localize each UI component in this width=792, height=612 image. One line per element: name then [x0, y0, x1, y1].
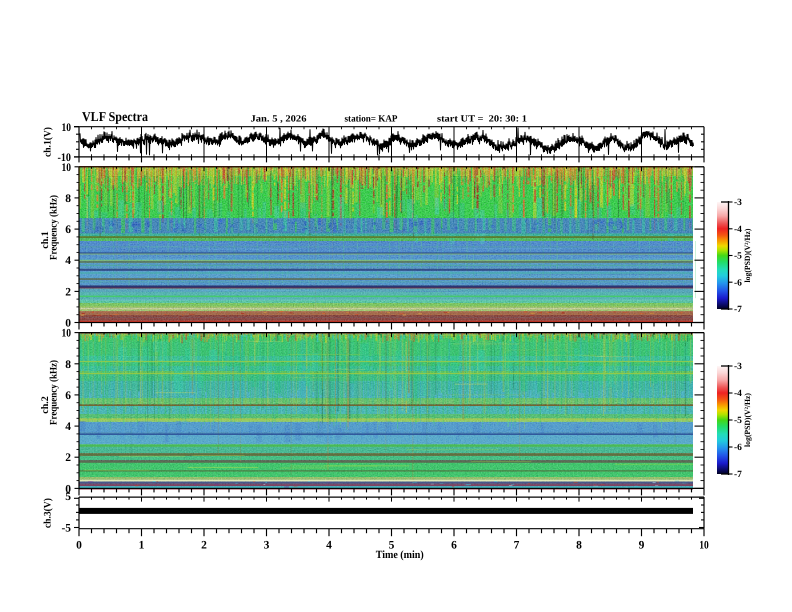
- svg-text:Time (min): Time (min): [376, 549, 424, 561]
- svg-text:-5: -5: [734, 252, 742, 262]
- svg-text:ch.3(V): ch.3(V): [42, 498, 53, 528]
- svg-text:4: 4: [65, 421, 71, 433]
- svg-text:2: 2: [65, 452, 71, 464]
- svg-text:6: 6: [65, 224, 71, 236]
- svg-text:8: 8: [65, 193, 71, 205]
- svg-text:log(PSD)(V²/Hz): log(PSD)(V²/Hz): [743, 393, 752, 447]
- svg-text:-3: -3: [734, 198, 742, 208]
- svg-text:3: 3: [264, 540, 270, 552]
- svg-text:1: 1: [139, 540, 145, 552]
- svg-text:-5: -5: [734, 416, 742, 426]
- svg-text:10: 10: [62, 122, 72, 134]
- svg-text:-5: -5: [62, 523, 72, 535]
- svg-text:4: 4: [65, 255, 71, 267]
- svg-text:10: 10: [62, 328, 72, 340]
- svg-text:Jan. 5 , 2026: Jan. 5 , 2026: [251, 114, 307, 124]
- svg-text:8: 8: [576, 540, 582, 552]
- svg-text:Frequency (kHz): Frequency (kHz): [49, 195, 60, 260]
- svg-text:9: 9: [639, 540, 645, 552]
- svg-text:8: 8: [65, 359, 71, 371]
- svg-text:6: 6: [65, 390, 71, 402]
- svg-text:0: 0: [76, 540, 82, 552]
- svg-text:10: 10: [62, 162, 72, 174]
- svg-text:2: 2: [201, 540, 207, 552]
- svg-text:log(PSD)(V²/Hz): log(PSD)(V²/Hz): [743, 228, 752, 282]
- svg-text:7: 7: [514, 540, 520, 552]
- svg-text:-10: -10: [58, 152, 72, 164]
- svg-text:ch.1(V): ch.1(V): [43, 127, 54, 157]
- svg-text:-7: -7: [734, 470, 742, 480]
- svg-text:-4: -4: [734, 389, 742, 399]
- svg-text:VLF Spectra: VLF Spectra: [82, 109, 148, 124]
- svg-text:2: 2: [65, 286, 71, 298]
- svg-text:-6: -6: [734, 443, 742, 453]
- svg-text:start UT = 20: 30: 1: start UT = 20: 30: 1: [437, 114, 527, 124]
- svg-text:5: 5: [65, 491, 71, 503]
- svg-text:-6: -6: [734, 278, 742, 288]
- svg-text:0: 0: [65, 483, 71, 495]
- svg-text:10: 10: [699, 540, 709, 552]
- svg-text:ch.1: ch.1: [40, 231, 51, 249]
- svg-text:-7: -7: [734, 305, 742, 315]
- svg-text:6: 6: [451, 540, 457, 552]
- svg-text:ch.2: ch.2: [40, 396, 51, 414]
- svg-text:Frequency (kHz): Frequency (kHz): [49, 360, 60, 425]
- svg-text:-4: -4: [734, 225, 742, 235]
- svg-text:-3: -3: [734, 362, 742, 372]
- svg-text:5: 5: [389, 540, 395, 552]
- svg-text:4: 4: [326, 540, 332, 552]
- svg-text:0: 0: [65, 318, 71, 330]
- svg-text:station= KAP: station= KAP: [345, 114, 398, 124]
